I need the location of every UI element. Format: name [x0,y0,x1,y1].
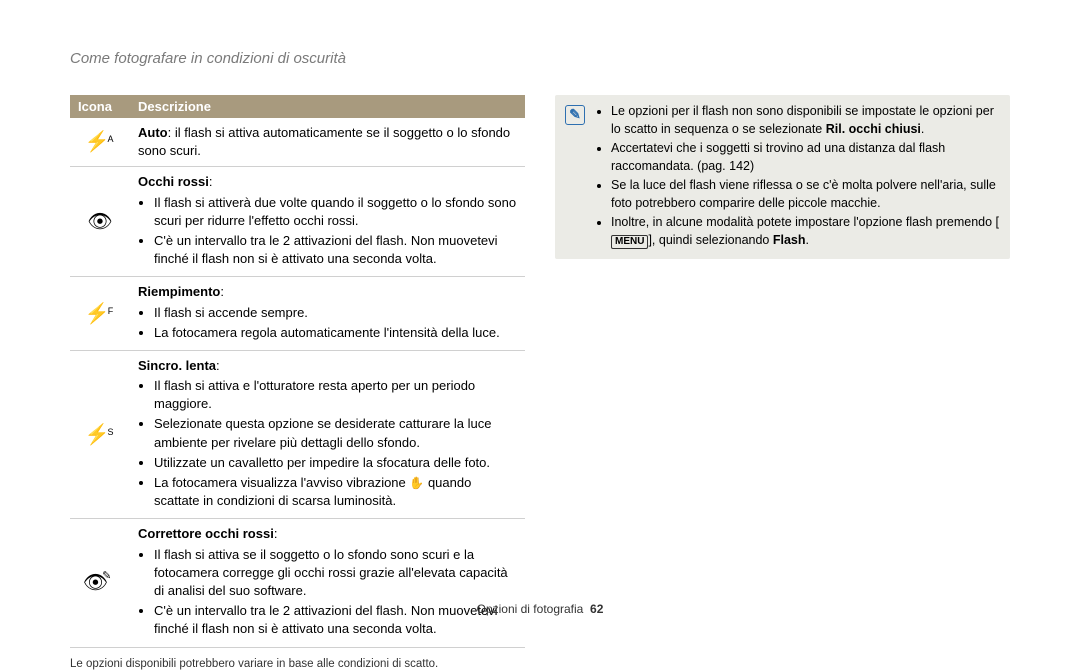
table-row: 👁✎ Correttore occhi rossi: Il flash si a… [70,519,525,647]
flash-redeye-fix-icon: 👁✎ [70,519,130,647]
note-item: Le opzioni per il flash non sono disponi… [611,103,1000,138]
flash-options-table: Icona Descrizione ⚡A Auto: il flash si a… [70,95,525,648]
menu-chip: MENU [611,235,648,249]
th-icon: Icona [70,95,130,118]
note-item: Inoltre, in alcune modalità potete impos… [611,214,1000,249]
table-row: ⚡A Auto: il flash si attiva automaticame… [70,118,525,167]
flash-fill-icon: ⚡F [70,277,130,351]
flash-slowsync-icon: ⚡S [70,350,130,519]
note-box: ✎ Le opzioni per il flash non sono dispo… [555,95,1010,259]
note-icon: ✎ [565,105,585,125]
th-desc: Descrizione [130,95,525,118]
content-columns: Icona Descrizione ⚡A Auto: il flash si a… [70,95,1010,670]
desc-auto: Auto: il flash si attiva automaticamente… [130,118,525,167]
table-row: 👁 Occhi rossi: Il flash si attiverà due … [70,167,525,277]
desc-redeye: Occhi rossi: Il flash si attiverà due vo… [130,167,525,277]
page-footer: Opzioni di fotografia 62 [0,602,1080,616]
desc-redeye-fix: Correttore occhi rossi: Il flash si atti… [130,519,525,647]
left-column: Icona Descrizione ⚡A Auto: il flash si a… [70,95,525,670]
table-footnote: Le opzioni disponibili potrebbero variar… [70,658,525,670]
flash-auto-icon: ⚡A [70,118,130,167]
table-row: ⚡S Sincro. lenta: Il flash si attiva e l… [70,350,525,519]
note-item: Accertatevi che i soggetti si trovino ad… [611,140,1000,175]
desc-slowsync: Sincro. lenta: Il flash si attiva e l'ot… [130,350,525,519]
vibration-icon: ✋ [409,476,424,490]
table-row: ⚡F Riempimento: Il flash si accende semp… [70,277,525,351]
note-item: Se la luce del flash viene riflessa o se… [611,177,1000,212]
flash-redeye-icon: 👁 [70,167,130,277]
desc-fill: Riempimento: Il flash si accende sempre.… [130,277,525,351]
page-title: Come fotografare in condizioni di oscuri… [70,50,1010,67]
right-column: ✎ Le opzioni per il flash non sono dispo… [555,95,1010,670]
